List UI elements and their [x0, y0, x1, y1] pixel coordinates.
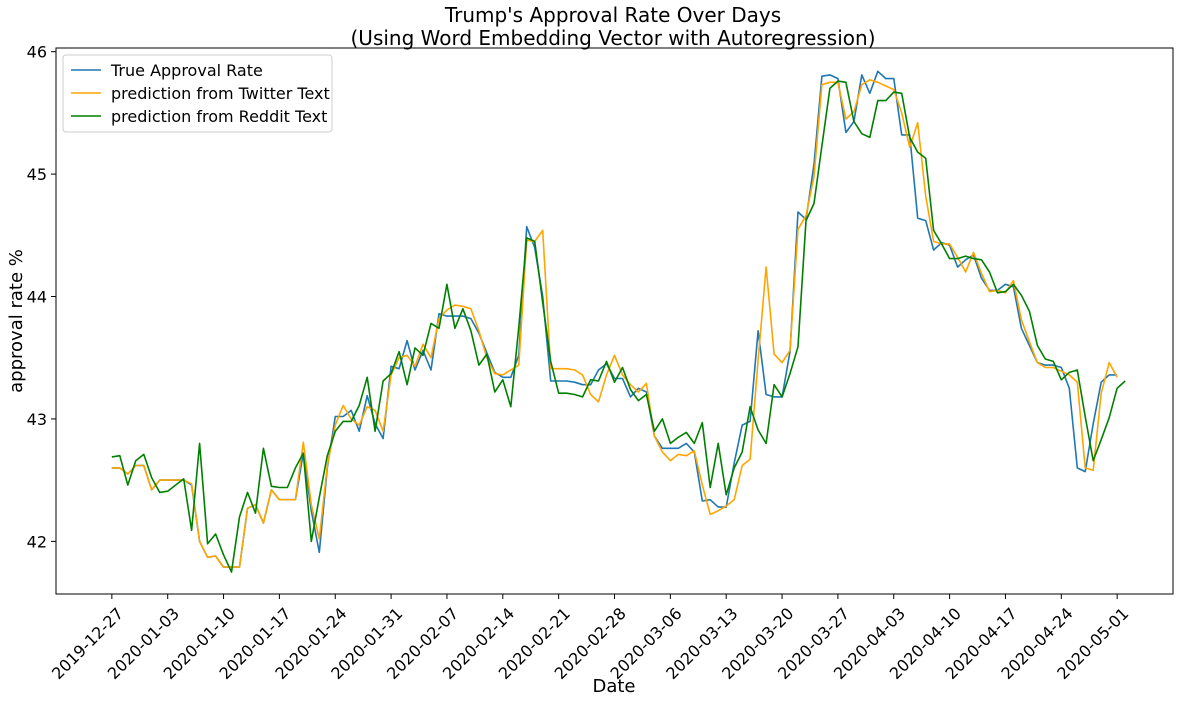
chart-title-line2: (Using Word Embedding Vector with Autore… — [351, 26, 876, 50]
legend-label-twitter: prediction from Twitter Text — [111, 84, 330, 103]
series-line-2 — [111, 80, 1126, 573]
y-axis-label: approval rate % — [6, 249, 27, 393]
series-line-0 — [111, 70, 1118, 568]
legend-label-true-approval: True Approval Rate — [110, 61, 263, 80]
legend-frame — [62, 54, 333, 133]
y-tick-label: 46 — [27, 43, 47, 62]
x-axis-ticks: 2019-12-272020-01-032020-01-102020-01-17… — [48, 594, 1132, 683]
x-axis-label: Date — [592, 676, 635, 697]
chart-title-line1: Trump's Approval Rate Over Days — [444, 3, 781, 27]
y-tick-label: 43 — [27, 410, 47, 429]
y-tick-label: 44 — [27, 288, 47, 307]
legend-label-reddit: prediction from Reddit Text — [111, 107, 327, 126]
y-axis-ticks: 42 43 44 45 46 — [27, 43, 56, 551]
series-line-1 — [111, 79, 1118, 568]
series-lines — [111, 70, 1126, 573]
legend: True Approval Rate prediction from Twitt… — [62, 54, 333, 133]
y-tick-label: 45 — [27, 165, 47, 184]
y-tick-label: 42 — [27, 532, 47, 551]
